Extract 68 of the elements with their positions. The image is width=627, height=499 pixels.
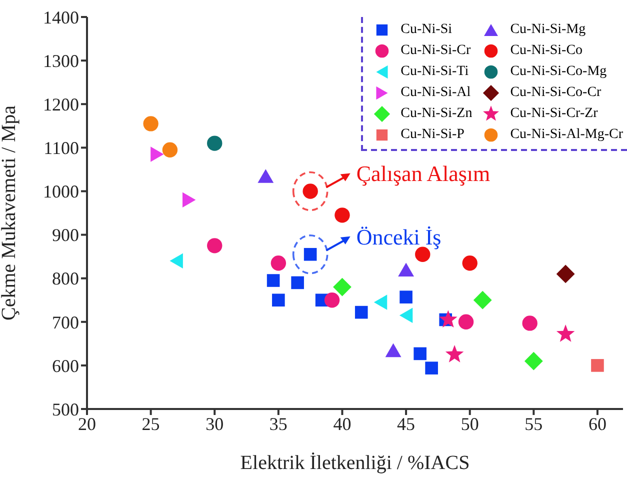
y-tick-label: 1300 — [43, 50, 79, 71]
point — [258, 169, 274, 183]
point — [170, 253, 183, 269]
point — [207, 238, 222, 254]
x-tick-label: 25 — [142, 414, 160, 434]
point — [399, 308, 413, 323]
legend-label: Cu-Ni-Si-Al — [400, 84, 471, 100]
x-tick-label: 50 — [460, 414, 479, 434]
y-tick-label: 1000 — [43, 182, 79, 202]
y-axis-title: Çekme Mukavemeti / Mpa — [0, 105, 20, 320]
point — [162, 142, 178, 158]
legend-label: Cu-Ni-Si-Zn — [400, 106, 472, 122]
x-tick-label: 30 — [206, 414, 224, 434]
legend-label: Cu-Ni-Si-Cr-Zr — [510, 106, 598, 122]
point — [522, 316, 538, 331]
x-tick-label: 20 — [78, 414, 96, 434]
y-tick-label: 600 — [52, 356, 79, 376]
point — [270, 255, 286, 271]
x-axis-title: Elektrik İletkenliği / %IACS — [240, 452, 470, 474]
point — [333, 278, 352, 296]
y-tick-label: 900 — [52, 225, 79, 246]
point — [591, 359, 604, 372]
point — [385, 343, 402, 358]
legend-label: Cu-Ni-Si-Mg — [510, 22, 586, 38]
point — [414, 347, 426, 360]
legend-label: Cu-Ni-Si-Co-Mg — [510, 64, 607, 80]
legend-label: Cu-Ni-Si-Ti — [400, 64, 469, 80]
x-tick-label: 35 — [269, 414, 288, 434]
point — [150, 146, 164, 162]
point — [473, 290, 492, 310]
point — [462, 255, 478, 271]
legend-label: Cu-Ni-Si-P — [400, 126, 464, 142]
point — [207, 136, 222, 151]
point — [524, 352, 543, 370]
y-tick-label: 800 — [52, 268, 79, 289]
y-tick-label: 500 — [52, 399, 79, 420]
annotation: Önceki İş — [356, 224, 442, 250]
point — [400, 290, 412, 304]
point — [354, 306, 368, 319]
legend-label: Cu-Ni-Si-Al-Mg-Cr — [510, 126, 623, 142]
point — [143, 116, 158, 132]
y-tick-label: 1400 — [43, 7, 79, 28]
point — [272, 294, 285, 307]
annotation: Çalışan Alaşım — [356, 161, 490, 186]
legend-label: Cu-Ni-Si — [400, 22, 452, 38]
legend-label: Cu-Ni-Si-Cr — [400, 42, 471, 58]
point — [291, 276, 304, 290]
point — [334, 208, 350, 223]
point — [556, 264, 575, 284]
x-tick-label: 60 — [588, 414, 606, 434]
y-tick-label: 1100 — [44, 138, 79, 158]
x-tick-label: 55 — [524, 414, 543, 434]
point — [445, 344, 464, 362]
point — [425, 362, 438, 374]
y-tick-label: 1200 — [43, 94, 79, 114]
point — [439, 310, 458, 328]
x-tick-label: 40 — [333, 414, 352, 434]
x-tick-label: 45 — [397, 414, 416, 434]
point — [182, 192, 196, 208]
legend-label: Cu-Ni-Si-Co-Cr — [510, 84, 602, 100]
point — [398, 262, 414, 277]
point — [324, 292, 340, 308]
legend-label: Cu-Ni-Si-Co — [510, 42, 583, 58]
y-tick-label: 700 — [52, 312, 79, 332]
point — [374, 294, 388, 310]
point — [266, 274, 280, 287]
point — [556, 324, 575, 342]
point — [458, 314, 474, 330]
